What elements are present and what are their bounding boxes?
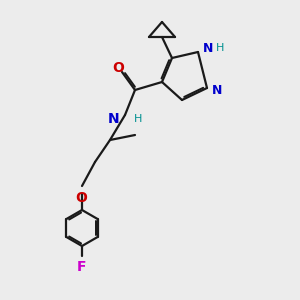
Text: N: N — [107, 112, 119, 126]
Text: O: O — [75, 191, 87, 205]
Text: F: F — [77, 260, 87, 274]
Text: N: N — [212, 83, 222, 97]
Text: H: H — [216, 43, 224, 53]
Text: N: N — [203, 41, 213, 55]
Text: H: H — [134, 114, 142, 124]
Text: O: O — [112, 61, 124, 75]
